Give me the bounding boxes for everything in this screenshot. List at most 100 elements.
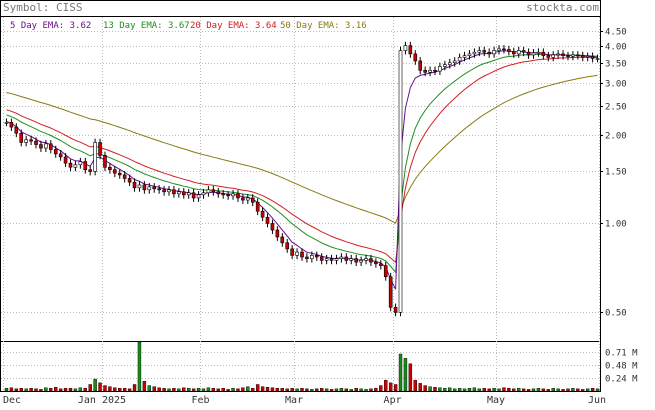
volume-bar	[191, 388, 196, 392]
candle-body	[58, 153, 63, 158]
candle-body	[408, 45, 413, 55]
volume-bar	[413, 379, 417, 392]
volume-bar	[216, 388, 220, 392]
candle-body	[388, 276, 393, 308]
volume-bar	[137, 341, 142, 392]
candles	[4, 41, 600, 317]
candle-body	[433, 70, 437, 72]
candle-body	[147, 186, 152, 191]
candle-body	[571, 54, 575, 57]
x-tick-label: Apr	[384, 395, 402, 406]
candle-body	[137, 184, 142, 189]
ema20-label: 20 Day EMA: 3.64	[190, 21, 277, 31]
volume-bar	[300, 388, 304, 392]
volume-bar	[423, 385, 427, 392]
candle-body	[324, 258, 329, 261]
volume-bar	[344, 388, 349, 392]
volume-bar	[448, 387, 452, 392]
volume-bar	[34, 388, 38, 392]
volume-bar	[541, 388, 546, 392]
volume-bar	[467, 388, 472, 392]
volume-bar	[236, 388, 240, 392]
volume-bar	[9, 387, 14, 392]
candle-body	[117, 172, 122, 176]
volume-bar	[182, 387, 186, 392]
candle-body	[393, 307, 398, 313]
volume-bar	[334, 388, 339, 392]
price-tick-label: 4.00	[605, 43, 627, 53]
candle-body	[398, 50, 403, 313]
symbol-label: Symbol: CISS	[3, 1, 82, 14]
volume-bar	[83, 388, 87, 392]
volume-bar	[93, 378, 97, 392]
volume-bar	[162, 388, 166, 392]
candle-body	[516, 50, 521, 55]
volume-bar	[349, 389, 353, 392]
price-tick-label: 1.00	[605, 220, 627, 230]
volume-bar	[251, 388, 255, 392]
candle-body	[9, 122, 14, 128]
volume-bar	[581, 389, 585, 392]
volume-bar	[374, 388, 378, 392]
candle-body	[186, 192, 191, 196]
candle-body	[507, 49, 511, 52]
candle-body	[196, 194, 201, 199]
volume-bar	[54, 386, 58, 392]
volume-bar	[556, 388, 560, 392]
volume-bar	[310, 389, 314, 392]
x-tick-label: Jun	[588, 395, 606, 406]
candle-body	[447, 62, 452, 65]
candle-body	[551, 54, 556, 58]
volume-bar	[359, 388, 363, 392]
candle-body	[462, 55, 467, 58]
volume-bar	[231, 388, 235, 392]
candle-body	[236, 193, 240, 199]
candle-body	[580, 55, 585, 58]
candle-body	[78, 161, 83, 166]
volume-bar	[290, 388, 294, 392]
volume-bar	[44, 387, 48, 392]
volume-bar	[132, 384, 137, 392]
candle-body	[172, 189, 176, 195]
volume-bar	[49, 388, 53, 392]
candle-body	[541, 51, 546, 56]
candle-body	[585, 56, 590, 58]
candle-body	[241, 197, 245, 201]
volume-bar	[122, 388, 127, 392]
candle-body	[181, 191, 186, 196]
candle-body	[452, 60, 457, 64]
candle-body	[595, 58, 600, 60]
candle-body	[364, 258, 368, 261]
volume-bar	[172, 388, 176, 392]
volume-bar	[196, 388, 201, 392]
volume-bar	[177, 388, 181, 392]
volume-bar	[63, 388, 68, 392]
ema50-label: 50 Day EMA: 3.16	[280, 21, 367, 31]
candle-body	[502, 48, 506, 51]
candle-body	[29, 139, 33, 142]
candle-body	[472, 51, 477, 55]
volume-bar	[211, 388, 216, 392]
volume-bar	[157, 387, 161, 392]
candle-body	[482, 50, 487, 53]
volume-bar	[472, 387, 477, 392]
volume-bar	[566, 388, 570, 392]
candle-body	[260, 210, 265, 218]
volume-bar	[388, 382, 393, 392]
candle-body	[132, 181, 137, 189]
volume-bar	[443, 388, 447, 392]
x-tick-label: Mar	[285, 395, 303, 406]
volume-bar	[452, 388, 457, 392]
candle-body	[536, 51, 541, 54]
candle-body	[314, 255, 319, 258]
candle-body	[275, 229, 280, 238]
candle-body	[24, 139, 28, 143]
candle-body	[108, 166, 112, 171]
volume-bar	[206, 387, 211, 392]
volume-bar	[73, 388, 78, 392]
candle-body	[521, 50, 526, 53]
volume-bar	[315, 388, 319, 392]
volume-bar	[39, 389, 43, 392]
candle-body	[250, 197, 255, 203]
